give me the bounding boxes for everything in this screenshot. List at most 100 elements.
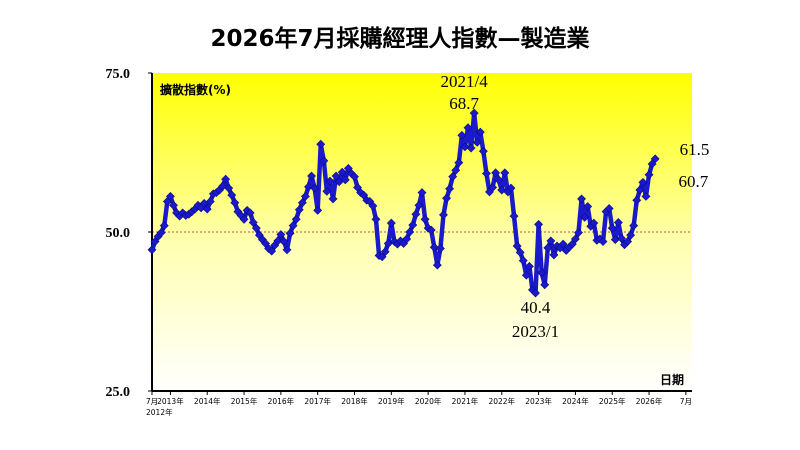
- data-point: [570, 234, 580, 244]
- data-point: [340, 175, 350, 185]
- data-point: [350, 172, 359, 182]
- data-point: [402, 234, 412, 244]
- x-tick-label: 7月: [680, 397, 692, 406]
- data-point: [420, 214, 430, 224]
- x-tick-label: 2026年: [636, 396, 663, 406]
- data-point: [454, 158, 464, 168]
- data-point: [521, 270, 531, 280]
- data-point: [500, 168, 510, 178]
- data-point: [641, 191, 651, 201]
- data-point: [491, 168, 501, 178]
- data-point: [629, 221, 639, 231]
- data-point: [448, 172, 458, 182]
- data-point: [319, 156, 329, 166]
- data-point: [580, 212, 590, 222]
- data-point: [368, 201, 378, 211]
- data-point: [617, 233, 626, 243]
- y-axis-label: 擴散指數(%): [160, 82, 231, 97]
- data-point: [408, 220, 418, 230]
- x-tick-label: 2016年: [268, 396, 295, 406]
- data-point: [482, 169, 491, 178]
- data-point: [307, 171, 316, 181]
- data-point: [460, 142, 470, 152]
- data-point: [583, 202, 593, 211]
- data-point: [607, 223, 617, 233]
- data-point: [442, 193, 451, 203]
- data-point: [411, 209, 421, 219]
- x-tick-label: 2017年: [304, 396, 331, 406]
- data-point: [632, 195, 642, 205]
- chart-title: 2026年7月採購經理人指數—製造業: [210, 25, 590, 52]
- data-point: [248, 218, 258, 227]
- data-point: [331, 171, 341, 181]
- data-point: [227, 190, 237, 200]
- data-point: [518, 256, 528, 266]
- data-point: [294, 205, 304, 215]
- data-point: [322, 186, 332, 196]
- data-point: [589, 218, 599, 228]
- annotation-label: 60.7: [679, 172, 709, 191]
- marker-layer: [147, 108, 660, 298]
- data-point: [613, 218, 623, 227]
- data-point: [432, 260, 442, 270]
- data-point: [638, 177, 648, 187]
- y-tick-label: 75.0: [106, 67, 131, 82]
- annotation-label: 68.7: [449, 94, 479, 113]
- data-point: [577, 194, 586, 204]
- data-point: [386, 218, 396, 228]
- data-point: [546, 236, 556, 246]
- data-point: [285, 228, 295, 238]
- data-point: [405, 227, 415, 237]
- label-layer: 2021/4 68.7 40.4 2023/1 61.5 60.7: [441, 72, 710, 341]
- annotation-label: 61.5: [680, 140, 710, 159]
- x-tick-label: 2018年: [341, 396, 368, 406]
- data-point: [282, 245, 292, 255]
- data-point: [457, 130, 467, 140]
- data-point: [478, 146, 488, 156]
- annotation-label: 2021/4: [441, 72, 489, 91]
- data-point: [224, 183, 234, 193]
- data-point: [429, 242, 439, 252]
- data-point: [475, 127, 485, 137]
- x-tick-label: 2020年: [415, 396, 442, 406]
- data-point: [273, 236, 283, 246]
- data-point: [439, 210, 448, 220]
- data-point: [230, 198, 240, 208]
- data-point: [156, 228, 166, 238]
- data-point: [537, 268, 547, 278]
- x-tick-label: 2023年: [525, 396, 552, 406]
- data-point: [300, 191, 310, 201]
- y-tick-label: 25.0: [106, 385, 131, 400]
- data-point: [463, 123, 473, 133]
- data-point: [540, 280, 550, 290]
- data-point: [245, 208, 255, 218]
- data-point: [288, 221, 298, 231]
- data-point: [267, 246, 277, 256]
- x-start-year-label: 2012年: [146, 407, 173, 417]
- data-point: [543, 243, 553, 253]
- data-point: [506, 183, 516, 193]
- data-point: [524, 261, 534, 271]
- x-tick-label: 2019年: [378, 396, 405, 406]
- data-point: [239, 214, 249, 224]
- data-point: [623, 237, 632, 246]
- data-point: [472, 137, 482, 147]
- data-point: [644, 170, 654, 180]
- data-point: [414, 200, 424, 210]
- data-point: [549, 250, 559, 260]
- x-tick-label: 2022年: [488, 396, 515, 406]
- data-point: [451, 165, 461, 175]
- data-point: [316, 139, 326, 149]
- data-point: [558, 239, 568, 249]
- x-tick-label: 2021年: [452, 396, 479, 406]
- x-tick-label: 2013年: [157, 396, 184, 406]
- data-point: [297, 198, 307, 208]
- data-point: [251, 223, 261, 233]
- data-point: [426, 225, 436, 235]
- x-axis-label: 日期: [660, 372, 684, 387]
- annotation-label: 40.4: [521, 298, 551, 317]
- data-point: [469, 108, 479, 118]
